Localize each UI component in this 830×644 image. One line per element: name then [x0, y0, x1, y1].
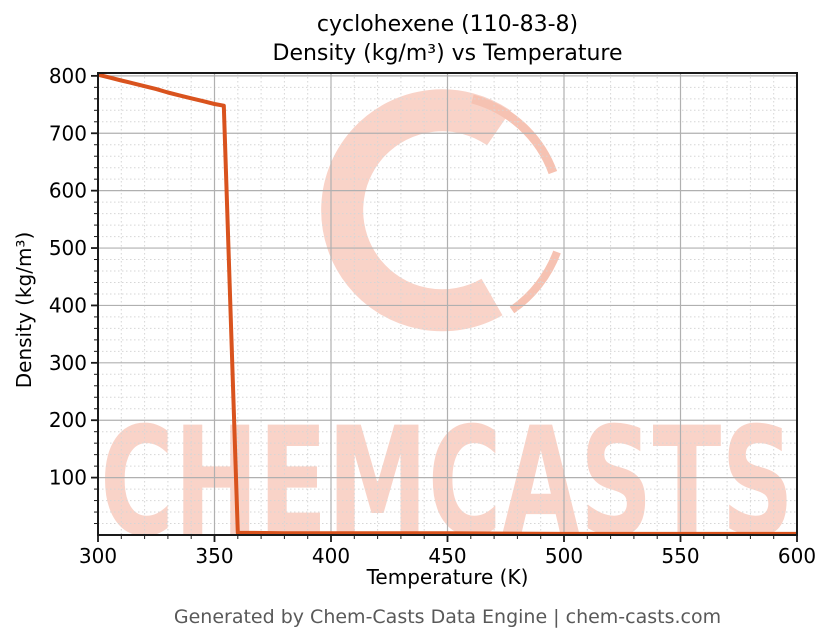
y-tick-label: 700: [49, 121, 87, 145]
x-tick-label: 500: [545, 544, 583, 568]
y-tick-labels: 100 200 300 400 500 600 700 800: [49, 64, 87, 490]
chemcasts-logo-swoosh-bottom: [509, 250, 561, 314]
axis-tick-marks: [91, 74, 798, 542]
chart-title: cyclohexene (110-83-8) Density (kg/m³) v…: [98, 10, 797, 68]
x-tick-label: 450: [428, 544, 466, 568]
y-tick-label: 400: [49, 293, 87, 317]
chart-title-line2: Density (kg/m³) vs Temperature: [272, 41, 623, 66]
x-tick-label: 600: [778, 544, 816, 568]
y-axis-label: Density (kg/m³): [12, 231, 36, 389]
footer-text: Generated by Chem-Casts Data Engine | ch…: [173, 606, 722, 628]
y-tick-label: 800: [49, 64, 87, 88]
y-tick-label: 100: [49, 466, 87, 490]
plot-area: CHEMCASTS 300 350 400 450 500 550 600 10020030…: [49, 64, 816, 570]
x-tick-label: 400: [312, 544, 350, 568]
x-tick-label: 550: [661, 544, 699, 568]
y-tick-label: 600: [49, 179, 87, 203]
y-tick-label: 500: [49, 236, 87, 260]
y-tick-label: 200: [49, 408, 87, 432]
chemcasts-logo-icon: [321, 89, 511, 332]
x-tick-labels: 300 350 400 450 500 550 600: [79, 544, 816, 568]
x-tick-label: 350: [195, 544, 233, 568]
chart-title-line1: cyclohexene (110-83-8): [316, 12, 579, 37]
chemcasts-logo-swoosh-top: [471, 94, 558, 175]
major-gridlines: [98, 73, 797, 535]
density-series-line: [97, 72, 797, 536]
x-tick-label: 300: [79, 544, 117, 568]
y-tick-label: 300: [49, 351, 87, 375]
x-axis-label: Temperature (K): [366, 565, 529, 589]
